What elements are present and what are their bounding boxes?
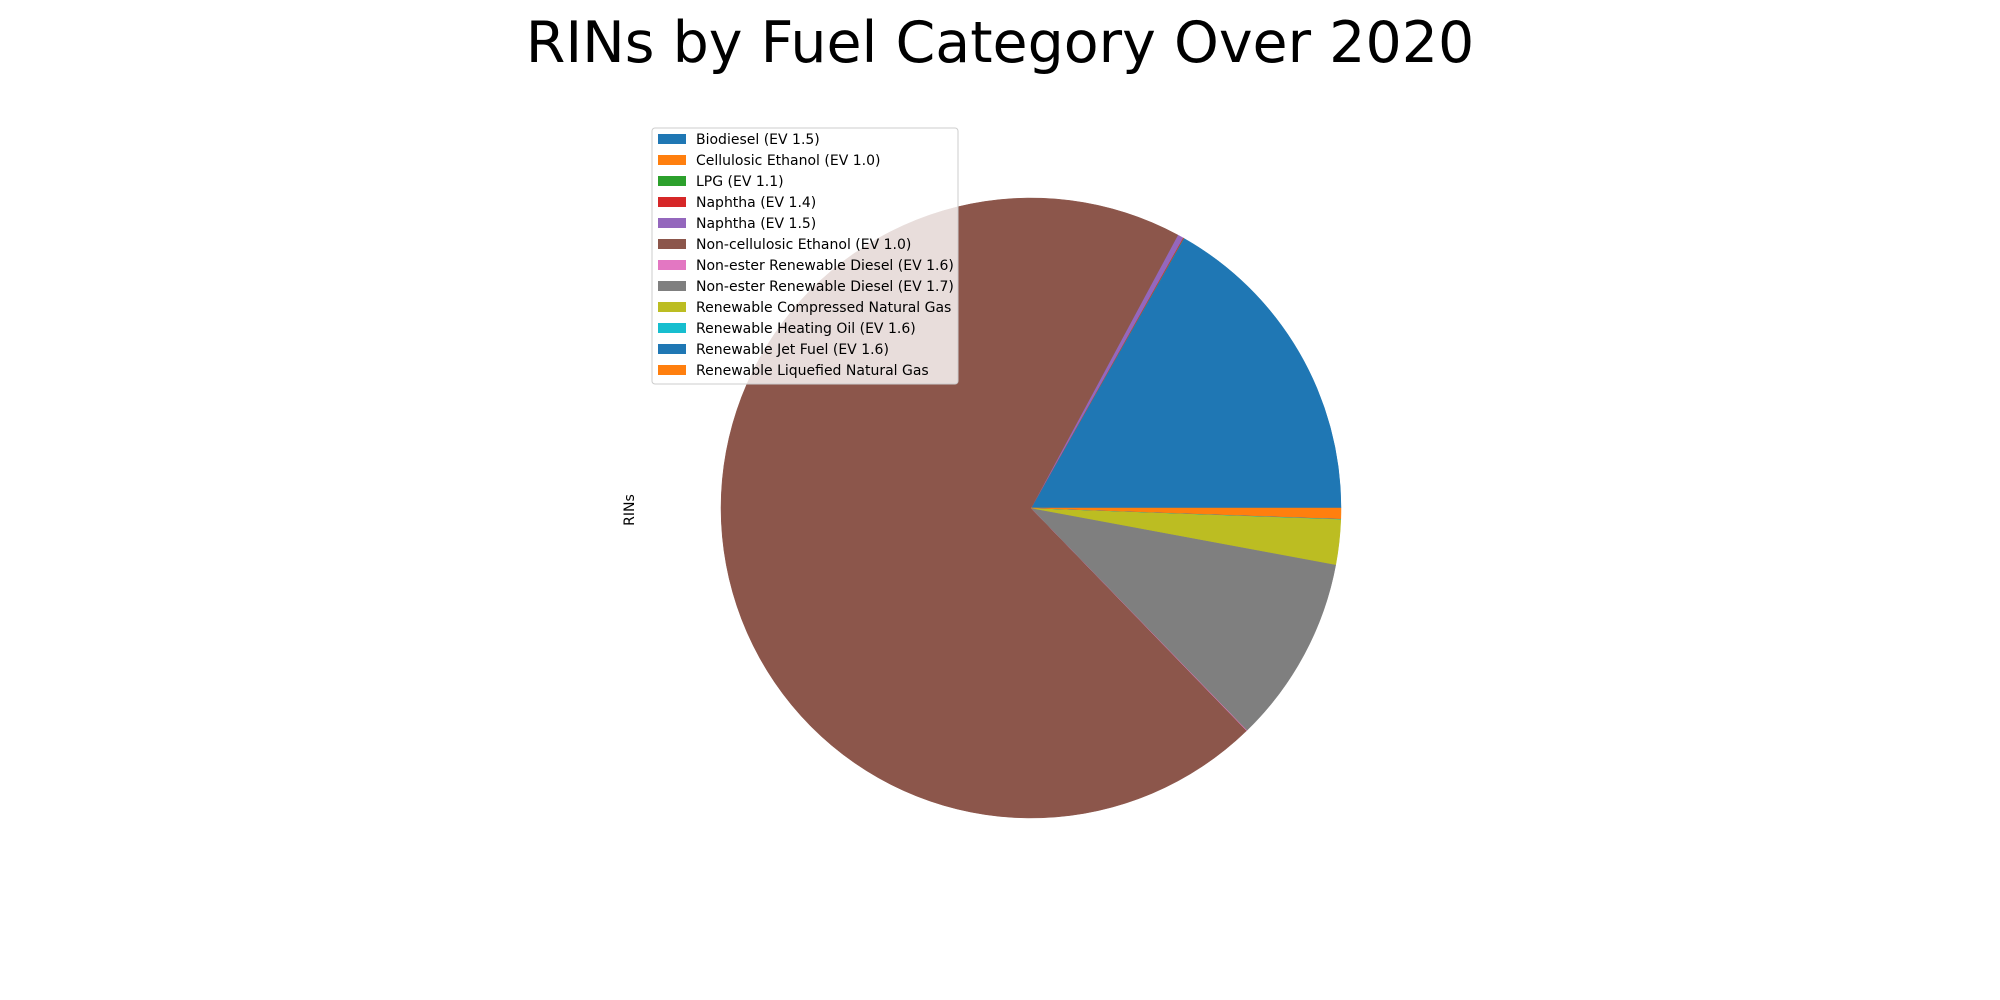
legend-item: Biodiesel (EV 1.5) <box>658 132 820 148</box>
legend-item: Non-ester Renewable Diesel (EV 1.6) <box>658 258 954 274</box>
legend-swatch <box>658 197 686 207</box>
legend-label: Renewable Compressed Natural Gas <box>696 300 951 316</box>
legend-swatch <box>658 176 686 186</box>
pie-slice-8 <box>1030 507 1337 731</box>
legend-items: Biodiesel (EV 1.5) Cellulosic Ethanol (EV… <box>658 132 954 379</box>
pie-slice-12 <box>1030 507 1342 519</box>
legend-item: Renewable Liquefied Natural Gas <box>658 363 929 379</box>
legend-item: Non-cellulosic Ethanol (EV 1.0) <box>658 237 911 253</box>
legend-item: Renewable Compressed Natural Gas <box>658 300 951 316</box>
legend-label: Renewable Liquefied Natural Gas <box>696 363 929 379</box>
legend-label: Naphtha (EV 1.4) <box>696 195 816 211</box>
legend-item: Renewable Jet Fuel (EV 1.6) <box>658 342 889 358</box>
legend-swatch <box>658 218 686 228</box>
legend-swatch <box>658 134 686 144</box>
chart-title: RINs by Fuel Category Over 2020 <box>526 10 1475 76</box>
y-axis-label: RINs <box>622 494 638 526</box>
legend-label: Non-cellulosic Ethanol (EV 1.0) <box>696 237 911 253</box>
legend-swatch <box>658 155 686 165</box>
legend-label: Non-ester Renewable Diesel (EV 1.7) <box>696 279 954 295</box>
legend-swatch <box>658 239 686 249</box>
legend-label: Cellulosic Ethanol (EV 1.0) <box>696 153 880 169</box>
legend-frame <box>651 127 959 385</box>
legend-swatch <box>658 323 686 333</box>
legend-label: Non-ester Renewable Diesel (EV 1.6) <box>696 258 954 274</box>
legend-label: LPG (EV 1.1) <box>696 174 784 190</box>
legend-label: Biodiesel (EV 1.5) <box>696 132 820 148</box>
legend-item: Non-ester Renewable Diesel (EV 1.7) <box>658 279 954 295</box>
legend: Biodiesel (EV 1.5) Cellulosic Ethanol (EV… <box>651 127 959 385</box>
legend-item: Naphtha (EV 1.4) <box>658 195 816 211</box>
legend-item: Renewable Heating Oil (EV 1.6) <box>658 321 916 337</box>
legend-label: Naphtha (EV 1.5) <box>696 216 816 232</box>
legend-swatch <box>658 344 686 354</box>
legend-label: Renewable Jet Fuel (EV 1.6) <box>696 342 889 358</box>
legend-label: Renewable Heating Oil (EV 1.6) <box>696 321 916 337</box>
pie-slice-1 <box>1030 237 1342 509</box>
legend-swatch <box>658 365 686 375</box>
legend-swatch <box>658 260 686 270</box>
legend-item: Naphtha (EV 1.5) <box>658 216 816 232</box>
legend-swatch <box>658 281 686 291</box>
legend-item: LPG (EV 1.1) <box>658 174 784 190</box>
legend-swatch <box>658 302 686 312</box>
legend-item: Cellulosic Ethanol (EV 1.0) <box>658 153 880 169</box>
